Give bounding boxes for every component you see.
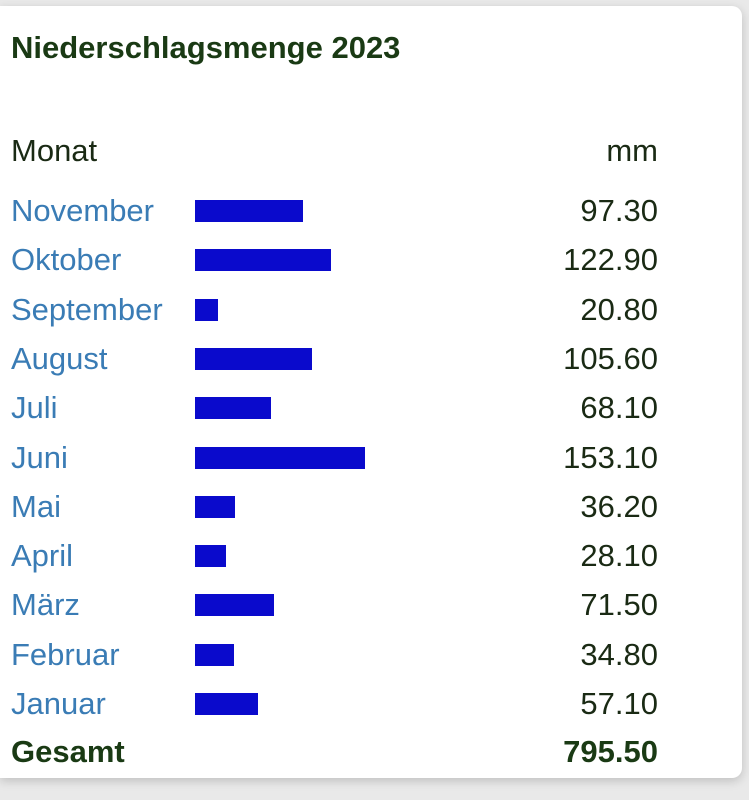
month-row: Oktober 122.90 xyxy=(0,236,742,284)
precipitation-bar xyxy=(195,249,331,272)
month-value: 71.50 xyxy=(580,587,658,623)
month-link[interactable]: November xyxy=(11,193,154,228)
month-link[interactable]: Januar xyxy=(11,686,106,721)
table-header-row: Monat mm xyxy=(0,127,742,175)
precipitation-bar xyxy=(195,347,312,370)
month-column-header: Monat xyxy=(11,133,98,168)
precipitation-bar xyxy=(195,446,365,469)
month-value: 57.10 xyxy=(580,686,658,721)
month-link[interactable]: September xyxy=(11,291,163,327)
month-value: 97.30 xyxy=(580,193,658,228)
month-row: Juni 153.10 xyxy=(0,434,742,482)
month-value: 122.90 xyxy=(563,242,658,278)
month-value: 34.80 xyxy=(580,636,658,672)
total-value: 795.50 xyxy=(563,734,658,769)
month-link[interactable]: Oktober xyxy=(11,242,122,278)
total-label: Gesamt xyxy=(11,734,125,769)
precipitation-bar xyxy=(195,594,274,617)
precipitation-card: Niederschlagsmenge 2023 Monat mm Novembe… xyxy=(0,6,742,778)
month-link[interactable]: August xyxy=(11,340,108,376)
total-row: Gesamt 795.50 xyxy=(0,728,742,776)
month-row: November 97.30 xyxy=(0,187,742,235)
month-value: 28.10 xyxy=(580,538,658,574)
month-row: Februar 34.80 xyxy=(0,631,742,679)
month-row: Juli 68.10 xyxy=(0,384,742,432)
month-link[interactable]: April xyxy=(11,538,74,574)
precipitation-bar xyxy=(195,298,218,321)
precipitation-bar xyxy=(195,545,226,568)
month-value: 105.60 xyxy=(563,340,658,376)
precipitation-bar xyxy=(195,200,303,222)
month-row: August 105.60 xyxy=(0,335,742,383)
unit-column-header: mm xyxy=(606,133,658,168)
month-row: März 71.50 xyxy=(0,581,742,629)
precipitation-bar xyxy=(195,397,271,420)
month-row: April 28.10 xyxy=(0,532,742,580)
month-link[interactable]: März xyxy=(11,587,80,623)
month-value: 68.10 xyxy=(580,390,658,426)
month-row: September 20.80 xyxy=(0,286,742,334)
month-link[interactable]: Februar xyxy=(11,636,120,672)
precipitation-bar xyxy=(195,643,234,666)
month-link[interactable]: Juli xyxy=(11,390,58,426)
month-value: 36.20 xyxy=(580,488,658,524)
chart-title: Niederschlagsmenge 2023 xyxy=(11,30,401,65)
month-row: Mai 36.20 xyxy=(0,483,742,531)
precipitation-bar xyxy=(195,495,235,518)
month-link[interactable]: Juni xyxy=(11,439,68,475)
month-link[interactable]: Mai xyxy=(11,488,61,524)
month-value: 20.80 xyxy=(580,291,658,327)
precipitation-bar xyxy=(195,693,258,715)
month-value: 153.10 xyxy=(563,439,658,475)
month-row: Januar 57.10 xyxy=(0,680,742,728)
